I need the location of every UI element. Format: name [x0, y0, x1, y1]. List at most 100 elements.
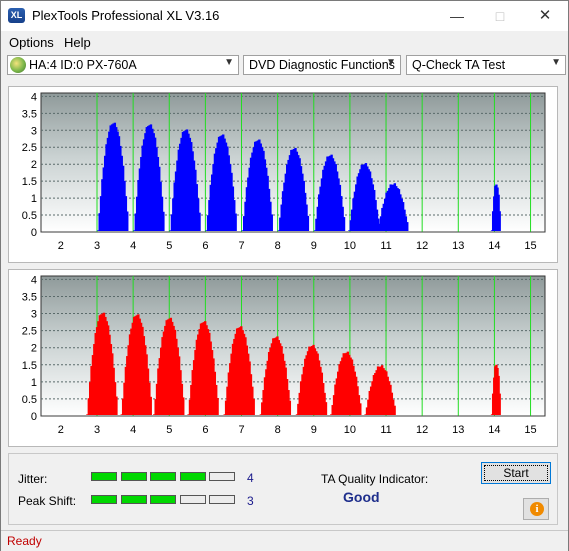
data-bar: [260, 147, 264, 231]
data-bar: [382, 368, 385, 415]
data-peak: [205, 134, 237, 231]
data-bar: [320, 372, 324, 415]
x-tick-label: 2: [58, 240, 64, 252]
data-bar: [259, 143, 262, 231]
data-bar: [161, 337, 164, 415]
data-bar: [228, 164, 232, 231]
data-bar: [146, 368, 150, 415]
data-bar: [306, 215, 310, 231]
data-bar: [95, 327, 99, 415]
meter-segment: [179, 495, 206, 504]
data-bar: [339, 361, 343, 415]
data-bar: [330, 154, 333, 231]
data-bar: [279, 217, 282, 231]
data-bar: [309, 346, 312, 415]
data-bar: [315, 218, 318, 231]
data-bar: [369, 386, 373, 415]
data-bar: [338, 184, 342, 231]
data-peak: [490, 184, 501, 231]
menu-options[interactable]: Options: [9, 35, 54, 50]
app-logo-icon: XL: [8, 8, 25, 23]
data-bar: [359, 403, 362, 415]
data-bar: [191, 151, 194, 231]
data-bar: [141, 326, 144, 415]
info-button[interactable]: i: [523, 498, 549, 520]
data-bar: [315, 351, 318, 415]
data-bar: [373, 189, 376, 231]
data-bar: [170, 214, 174, 231]
data-bar: [343, 353, 347, 415]
data-bar: [188, 399, 192, 415]
x-tick-label: 13: [452, 424, 464, 436]
data-bar: [287, 390, 290, 415]
data-bar: [205, 325, 208, 415]
data-bar: [281, 191, 285, 231]
data-bar: [380, 365, 384, 415]
data-bar: [371, 381, 374, 415]
data-bar: [498, 211, 501, 231]
data-bar: [216, 142, 219, 231]
close-button[interactable]: ✕: [538, 7, 552, 24]
data-bar: [222, 134, 225, 231]
minimize-button[interactable]: —: [450, 8, 464, 24]
data-bar: [302, 366, 306, 415]
data-bar: [367, 169, 370, 231]
x-tick-label: 3: [94, 424, 100, 436]
data-bar: [386, 190, 390, 231]
data-bar: [335, 378, 339, 415]
x-tick-label: 9: [311, 240, 317, 252]
data-bar: [365, 407, 369, 415]
data-bar: [298, 392, 301, 415]
data-bar: [108, 131, 111, 231]
drive-select[interactable]: HA:4 ID:0 PX-760A ▼: [7, 55, 239, 75]
data-bar: [94, 333, 97, 415]
function-select[interactable]: DVD Diagnostic Functions ▼: [243, 55, 401, 75]
data-bar: [226, 386, 229, 415]
data-bar: [212, 164, 215, 231]
data-peak: [169, 129, 201, 231]
data-bar: [203, 321, 207, 415]
data-bar: [251, 152, 254, 231]
data-bar: [404, 216, 408, 231]
maximize-button[interactable]: □: [495, 8, 505, 24]
x-tick-label: 15: [524, 240, 536, 252]
data-bar: [252, 147, 256, 231]
data-bar: [159, 347, 163, 415]
data-bar: [194, 169, 197, 231]
x-tick-label: 2: [58, 424, 64, 436]
data-bar: [370, 178, 373, 231]
data-bar: [359, 169, 362, 231]
data-bar: [357, 173, 361, 231]
data-bar: [213, 371, 217, 415]
data-peak: [241, 139, 273, 231]
data-bar: [101, 313, 104, 415]
data-bar: [201, 322, 204, 415]
menu-help[interactable]: Help: [64, 35, 91, 50]
data-bar: [145, 127, 149, 231]
test-select[interactable]: Q-Check TA Test ▼: [406, 55, 566, 75]
start-button[interactable]: Start: [481, 462, 551, 484]
data-bar: [356, 176, 359, 231]
data-bar: [388, 188, 391, 231]
data-bar: [110, 124, 114, 231]
data-bar: [98, 315, 102, 415]
y-tick-label: 4: [31, 91, 37, 103]
data-bar: [313, 348, 317, 415]
data-bar: [392, 399, 395, 415]
x-tick-label: 4: [130, 424, 136, 436]
data-bar: [245, 345, 249, 415]
data-bar: [157, 368, 160, 415]
data-bar: [158, 166, 161, 231]
bottom-chart: 4 3.5 3 2.5 2 1.5 1 0.5 0 2 3 4 5 6 7 8 9 10 11 12 13 14 15: [22, 274, 546, 436]
data-bar: [368, 390, 371, 415]
data-bar: [190, 142, 193, 231]
data-bar: [172, 325, 175, 415]
data-bar: [115, 127, 118, 231]
data-bar: [297, 155, 300, 231]
data-bar: [316, 206, 320, 231]
data-bar: [202, 322, 205, 415]
data-bar: [333, 161, 336, 231]
data-bar: [317, 360, 321, 415]
data-bar: [310, 346, 314, 415]
